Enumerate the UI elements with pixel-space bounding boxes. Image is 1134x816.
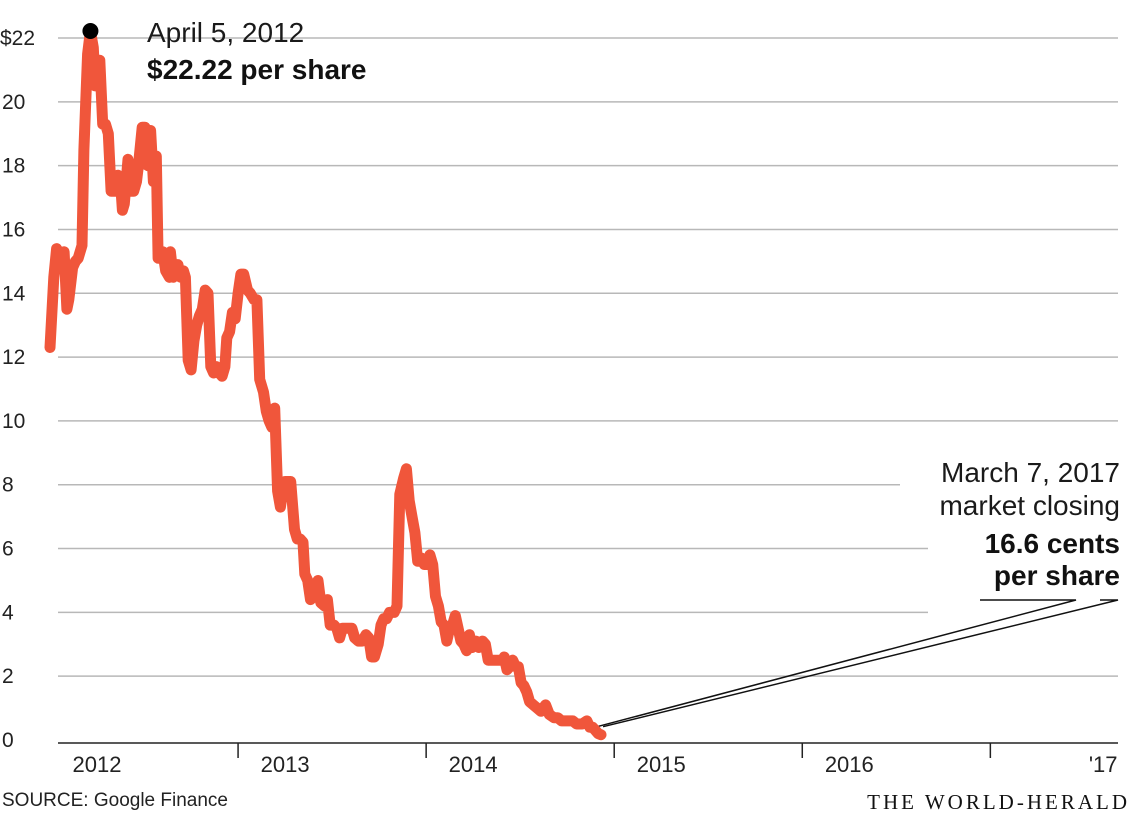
end-leader-line-left	[596, 599, 1077, 728]
peak-annotation-date: April 5, 2012	[147, 17, 304, 48]
y-tick-label-10: 10	[2, 410, 25, 433]
x-axis: 2012 2013 2014 2015 2016 '17	[58, 742, 1118, 777]
end-annotation-value: 16.6 cents	[985, 528, 1120, 559]
y-tick-label-22: $22	[0, 27, 35, 50]
y-tick-label-2: 2	[2, 665, 14, 688]
x-tick-label-2013: 2013	[261, 752, 310, 777]
y-tick-label-16: 16	[2, 218, 25, 241]
x-tick-label-2012: 2012	[73, 752, 122, 777]
y-tick-label-0: 0	[2, 729, 14, 752]
end-leader-line-right	[602, 599, 1119, 728]
brand-logo: THE WORLD-HERALD	[867, 790, 1130, 814]
y-tick-label-12: 12	[2, 346, 25, 369]
end-annotation-note: market closing	[939, 490, 1120, 521]
x-tick-label-2015: 2015	[637, 752, 686, 777]
y-tick-label-20: 20	[2, 91, 25, 114]
x-tick-label-2014: 2014	[449, 752, 498, 777]
source-note: SOURCE: Google Finance	[2, 790, 228, 811]
x-tick-label-2016: 2016	[825, 752, 874, 777]
x-tick-label-'17: '17	[1089, 752, 1118, 777]
annotations: April 5, 2012 $22.22 per share March 7, 20…	[147, 17, 1120, 591]
price-series-line	[44, 25, 607, 741]
y-tick-label-6: 6	[2, 538, 14, 561]
y-tick-label-4: 4	[2, 601, 14, 624]
y-tick-label-8: 8	[2, 474, 14, 497]
grid-lines	[58, 37, 1118, 677]
peak-marker	[82, 22, 99, 39]
y-tick-label-14: 14	[2, 282, 26, 305]
peak-annotation-value: $22.22 per share	[147, 54, 367, 85]
end-annotation-unit: per share	[994, 560, 1120, 591]
end-annotation-date: March 7, 2017	[941, 457, 1120, 488]
annotation-leader-lines	[596, 599, 1119, 728]
y-tick-label-18: 18	[2, 155, 25, 178]
